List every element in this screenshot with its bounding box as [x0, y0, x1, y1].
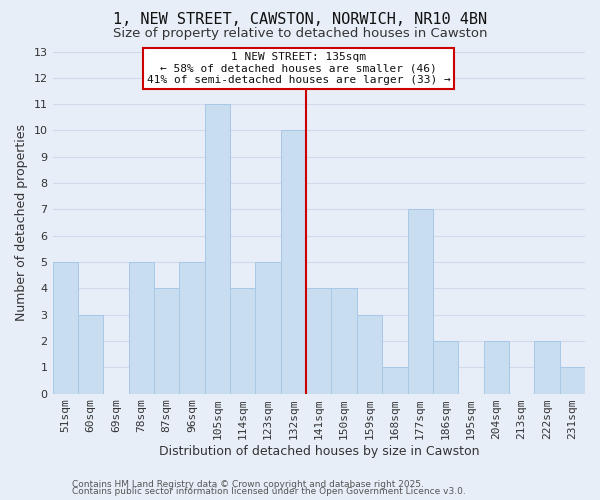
Bar	[433, 341, 458, 394]
Text: 1 NEW STREET: 135sqm
← 58% of detached houses are smaller (46)
41% of semi-detac: 1 NEW STREET: 135sqm ← 58% of detached h…	[146, 52, 451, 84]
Bar	[560, 368, 585, 394]
Text: Size of property relative to detached houses in Cawston: Size of property relative to detached ho…	[113, 28, 487, 40]
Bar	[205, 104, 230, 394]
Bar	[331, 288, 357, 394]
Bar	[128, 262, 154, 394]
Bar	[382, 368, 407, 394]
Bar	[78, 314, 103, 394]
Bar	[407, 210, 433, 394]
Bar	[179, 262, 205, 394]
Bar	[230, 288, 256, 394]
Text: 1, NEW STREET, CAWSTON, NORWICH, NR10 4BN: 1, NEW STREET, CAWSTON, NORWICH, NR10 4B…	[113, 12, 487, 28]
Text: Contains public sector information licensed under the Open Government Licence v3: Contains public sector information licen…	[72, 488, 466, 496]
Bar	[534, 341, 560, 394]
Bar	[306, 288, 331, 394]
X-axis label: Distribution of detached houses by size in Cawston: Distribution of detached houses by size …	[158, 444, 479, 458]
Bar	[53, 262, 78, 394]
Bar	[154, 288, 179, 394]
Bar	[256, 262, 281, 394]
Bar	[281, 130, 306, 394]
Bar	[484, 341, 509, 394]
Bar	[357, 314, 382, 394]
Y-axis label: Number of detached properties: Number of detached properties	[15, 124, 28, 321]
Text: Contains HM Land Registry data © Crown copyright and database right 2025.: Contains HM Land Registry data © Crown c…	[72, 480, 424, 489]
